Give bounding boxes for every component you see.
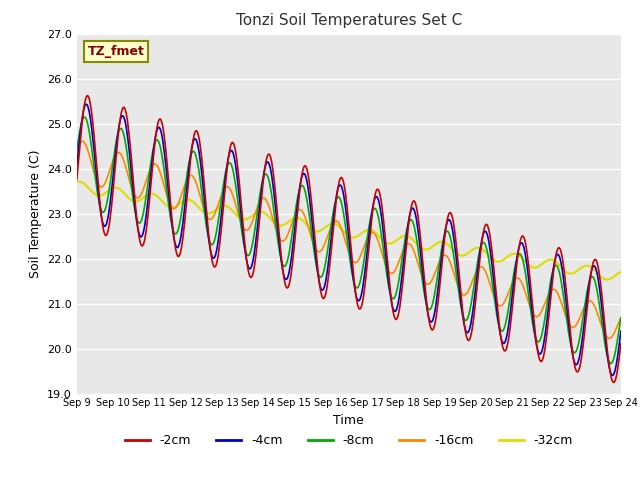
Legend: -2cm, -4cm, -8cm, -16cm, -32cm: -2cm, -4cm, -8cm, -16cm, -32cm bbox=[120, 429, 578, 452]
Title: Tonzi Soil Temperatures Set C: Tonzi Soil Temperatures Set C bbox=[236, 13, 462, 28]
X-axis label: Time: Time bbox=[333, 414, 364, 427]
Text: TZ_fmet: TZ_fmet bbox=[88, 45, 145, 58]
Y-axis label: Soil Temperature (C): Soil Temperature (C) bbox=[29, 149, 42, 278]
